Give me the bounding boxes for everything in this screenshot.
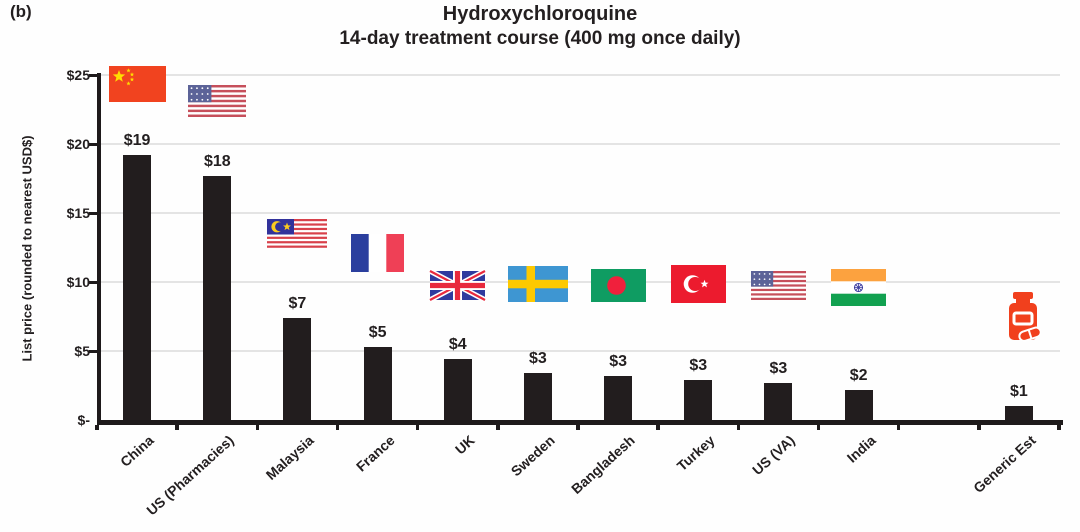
x-category-label-bangladesh: Bangladesh [568,432,638,497]
bar-india [844,389,873,420]
value-label-bangladesh: $3 [609,352,627,370]
x-tick-12 [1057,424,1061,430]
gridline-20 [101,143,1060,145]
y-tick-label-0: $- [77,412,90,428]
value-label-uk: $4 [448,336,467,354]
gridline-15 [101,212,1060,214]
x-category-label-us-va: US (VA) [749,432,799,479]
gridline-10 [101,281,1060,283]
flag-us-icon-us-va [750,271,806,300]
x-tick-9 [816,424,821,430]
bar-bangladesh [604,375,633,420]
x-tick-6 [576,424,580,430]
chart-subtitle: 14-day treatment course (400 mg once dai… [339,28,741,49]
bar-us-va [764,382,793,420]
value-label-india: $2 [849,366,868,384]
x-axis-line [96,420,1063,425]
value-label-malaysia: $7 [288,294,307,312]
x-category-label-uk: UK [451,432,478,458]
value-label-turkey: $3 [689,357,708,374]
x-category-label-us-pharmacies: US (Pharmacies) [143,432,238,519]
bar-sweden [523,373,552,420]
panel-label: (b) [10,2,32,21]
x-tick-8 [736,424,741,430]
y-tick-label-10: $10 [66,274,90,290]
bar-uk [443,359,472,420]
x-tick-4 [415,424,420,430]
bar-malaysia [283,317,312,420]
pill-bottle-icon [1006,292,1042,342]
y-axis-line [96,73,101,424]
y-tick-label-20: $20 [66,136,90,152]
x-category-label-sweden: Sweden [507,432,558,480]
bar-us-pharmacies [203,175,232,420]
x-category-label-malaysia: Malaysia [263,432,318,483]
bar-turkey [684,380,713,420]
value-label-china: $19 [123,132,151,149]
x-tick-2 [255,424,260,430]
chart-title: Hydroxychloroquine [442,3,638,25]
flag-us-icon-us-pharmacies [188,85,247,117]
value-label-generic-est: $1 [1009,383,1028,401]
flag-bangladesh-icon [590,269,646,302]
x-tick-0 [95,424,99,430]
y-tick-15 [89,211,97,215]
x-tick-10 [896,424,901,430]
y-tick-20 [89,142,97,146]
value-label-sweden: $3 [528,350,547,368]
x-category-label-india: India [843,432,879,466]
flag-sweden-icon [507,266,568,302]
value-label-france: $5 [368,323,387,341]
y-tick-10 [89,280,97,284]
x-tick-7 [656,424,660,430]
y-tick-25 [89,73,97,77]
bar-generic-est [1004,406,1033,420]
gridline-25 [101,74,1060,76]
y-tick-5 [89,349,97,353]
flag-france-icon [351,234,405,272]
x-tick-5 [496,424,500,430]
flag-india-icon [831,269,887,306]
x-category-label-turkey: Turkey [673,432,719,474]
gridline-5 [101,350,1060,352]
value-label-us-pharmacies: $18 [203,152,231,170]
y-tick-label-5: $5 [74,343,90,359]
x-tick-3 [335,424,340,430]
x-category-label-generic-est: Generic Est [970,432,1039,496]
bar-china [123,155,152,420]
x-category-label-china: China [117,432,157,470]
flag-uk-icon [429,268,487,303]
x-category-label-france: France [352,432,398,475]
y-tick-label-15: $15 [66,205,90,221]
x-tick-11 [977,424,981,430]
flag-turkey-icon [670,265,726,303]
x-tick-1 [175,424,179,430]
y-tick-label-25: $25 [66,67,90,83]
flag-malaysia-icon [267,219,328,250]
bar-france [363,346,392,420]
value-label-us-va: $3 [769,359,788,377]
flag-china-icon [108,66,166,102]
